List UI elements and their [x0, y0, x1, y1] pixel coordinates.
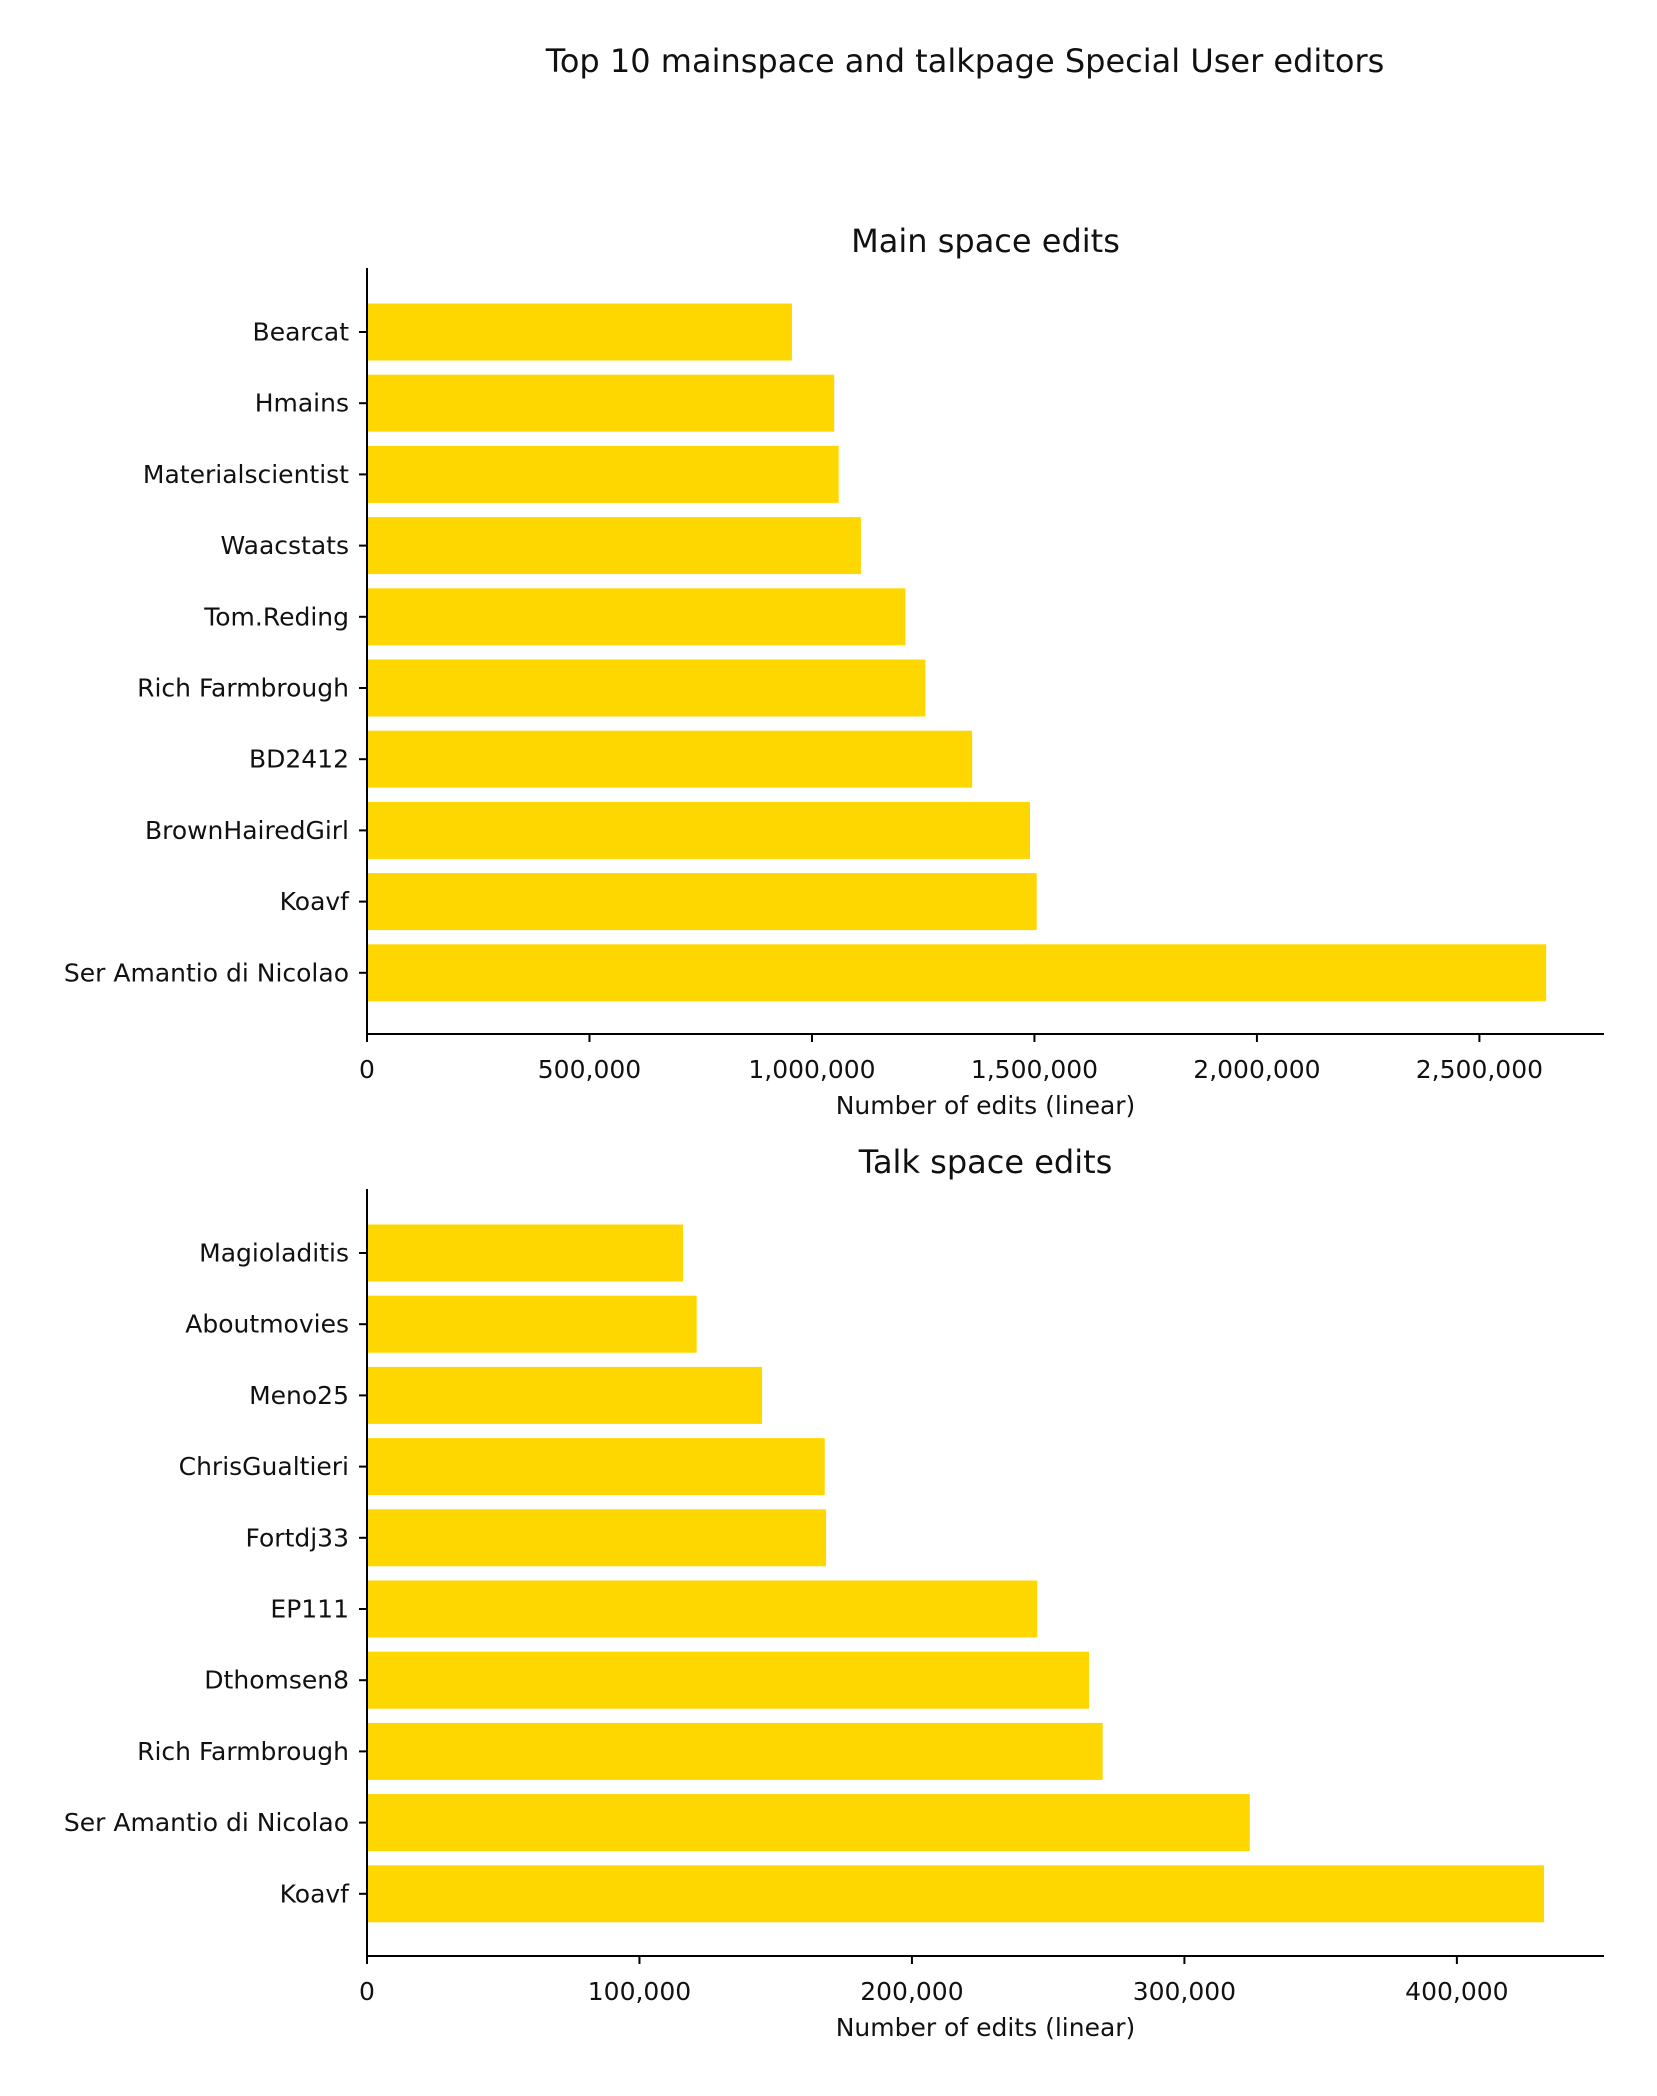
category-label: Fortdj33	[246, 1523, 350, 1552]
x-tick-label: 2,000,000	[1193, 1055, 1320, 1084]
chart-panel-1: Main space edits Bearcat Hmains Materialsci…	[64, 222, 1604, 1120]
bar-meno25	[367, 1366, 763, 1424]
figure-title: Top 10 mainspace and talkpage Special Us…	[545, 42, 1385, 80]
category-label: Ser Amantio di Nicolao	[64, 1808, 349, 1837]
bar-rich-farmbrough	[367, 1722, 1103, 1780]
category-label: Dthomsen8	[204, 1666, 349, 1695]
category-label: ChrisGualtieri	[179, 1452, 349, 1481]
category-label: Magioladitis	[199, 1239, 349, 1268]
x-axis-label: Number of edits (linear)	[836, 2013, 1136, 2042]
x-axis-label: Number of edits (linear)	[836, 1091, 1136, 1120]
bar-bd2412	[367, 730, 973, 788]
chart-panel-2: Talk space edits Magioladitis Aboutmovies M…	[64, 1143, 1604, 2042]
category-label: Koavf	[280, 887, 351, 916]
bar-magioladitis	[367, 1224, 684, 1282]
category-label: Aboutmovies	[185, 1310, 349, 1339]
panel-title: Talk space edits	[858, 1143, 1113, 1181]
category-label: Bearcat	[253, 318, 350, 347]
bar-waacstats	[367, 517, 861, 575]
category-label: Rich Farmbrough	[137, 1737, 349, 1766]
bar-ser-amantio-di-nicolao	[367, 944, 1547, 1002]
category-label: Rich Farmbrough	[137, 674, 349, 703]
bar-ep111	[367, 1580, 1038, 1638]
x-tick-label: 1,000,000	[748, 1055, 875, 1084]
x-tick-label: 400,000	[1405, 1977, 1508, 2006]
x-tick-label: 2,500,000	[1416, 1055, 1543, 1084]
category-label: Materialscientist	[143, 460, 349, 489]
bar-bearcat	[367, 303, 792, 361]
category-label: BD2412	[249, 745, 349, 774]
category-label: Waacstats	[221, 531, 349, 560]
bar-koavf	[367, 1865, 1545, 1923]
bar-tom-reding	[367, 588, 906, 646]
bar-koavf	[367, 873, 1037, 931]
bar-chrisgualtieri	[367, 1438, 825, 1496]
x-tick-label: 300,000	[1133, 1977, 1236, 2006]
bar-dthomsen8	[367, 1651, 1090, 1709]
category-label: BrownHairedGirl	[145, 816, 349, 845]
bar-aboutmovies	[367, 1295, 697, 1353]
panel-title: Main space edits	[851, 222, 1120, 260]
category-label: Koavf	[280, 1879, 351, 1908]
bar-fortdj33	[367, 1509, 827, 1567]
bar-rich-farmbrough	[367, 659, 926, 717]
category-label: Ser Amantio di Nicolao	[64, 958, 349, 987]
x-tick-label: 500,000	[538, 1055, 641, 1084]
bar-ser-amantio-di-nicolao	[367, 1794, 1250, 1852]
x-tick-label: 100,000	[588, 1977, 691, 2006]
x-tick-label: 1,500,000	[971, 1055, 1098, 1084]
bar-hmains	[367, 374, 835, 432]
x-tick-label: 200,000	[860, 1977, 963, 2006]
category-label: Tom.Reding	[203, 602, 349, 631]
bar-brownhairedgirl	[367, 801, 1030, 859]
category-label: EP111	[270, 1595, 349, 1624]
x-tick-label: 0	[359, 1977, 375, 2006]
category-label: Meno25	[249, 1381, 349, 1410]
category-label: Hmains	[255, 389, 349, 418]
x-tick-label: 0	[359, 1055, 375, 1084]
bar-materialscientist	[367, 445, 839, 503]
